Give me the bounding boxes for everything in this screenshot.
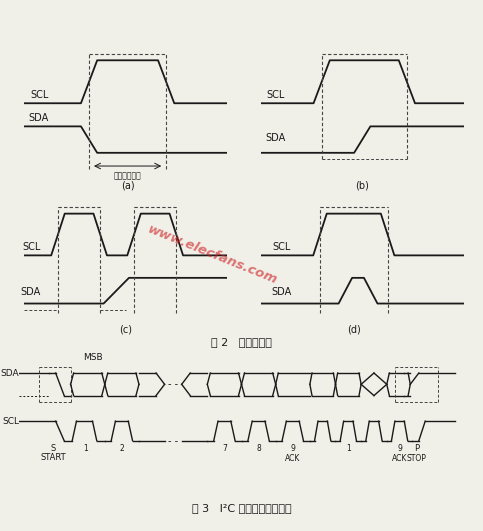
Text: SCL: SCL [23,242,41,252]
Text: SDA: SDA [271,287,291,297]
Text: SDA: SDA [265,133,285,143]
Text: SDA: SDA [0,369,19,378]
Text: SCL: SCL [2,417,19,426]
Text: 1: 1 [346,444,351,453]
Text: ACK: ACK [285,453,300,463]
Text: - -: - - [168,436,178,446]
Text: SCL: SCL [30,90,48,100]
Text: 2: 2 [119,444,124,453]
Text: (d): (d) [347,324,361,335]
Text: - -: - - [168,379,178,389]
Text: SDA: SDA [28,113,48,123]
Text: 7: 7 [222,444,227,453]
Text: S: S [51,444,56,453]
Text: 图 3   I²C 总线数据传递时序: 图 3 I²C 总线数据传递时序 [192,503,291,513]
Text: 1: 1 [83,444,88,453]
Text: ACK: ACK [392,453,407,463]
Text: (b): (b) [355,181,369,191]
Text: 信号采样时间: 信号采样时间 [114,171,142,180]
Text: 图 2   信号时序图: 图 2 信号时序图 [211,337,272,347]
Text: SDA: SDA [21,287,41,297]
Text: SCL: SCL [273,242,291,252]
Text: 9: 9 [397,444,402,453]
Text: P: P [414,444,419,453]
Text: 8: 8 [256,444,261,453]
Text: www.elecfans.com: www.elecfans.com [146,223,279,287]
Text: 9: 9 [290,444,295,453]
Text: STOP: STOP [407,453,426,463]
Text: (c): (c) [119,324,132,335]
Text: MSB: MSB [84,354,103,363]
Text: SCL: SCL [267,90,285,100]
Text: (a): (a) [121,181,134,191]
Text: START: START [41,453,66,462]
